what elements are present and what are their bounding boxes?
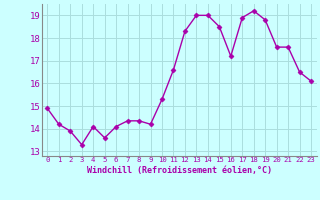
X-axis label: Windchill (Refroidissement éolien,°C): Windchill (Refroidissement éolien,°C) [87,166,272,175]
